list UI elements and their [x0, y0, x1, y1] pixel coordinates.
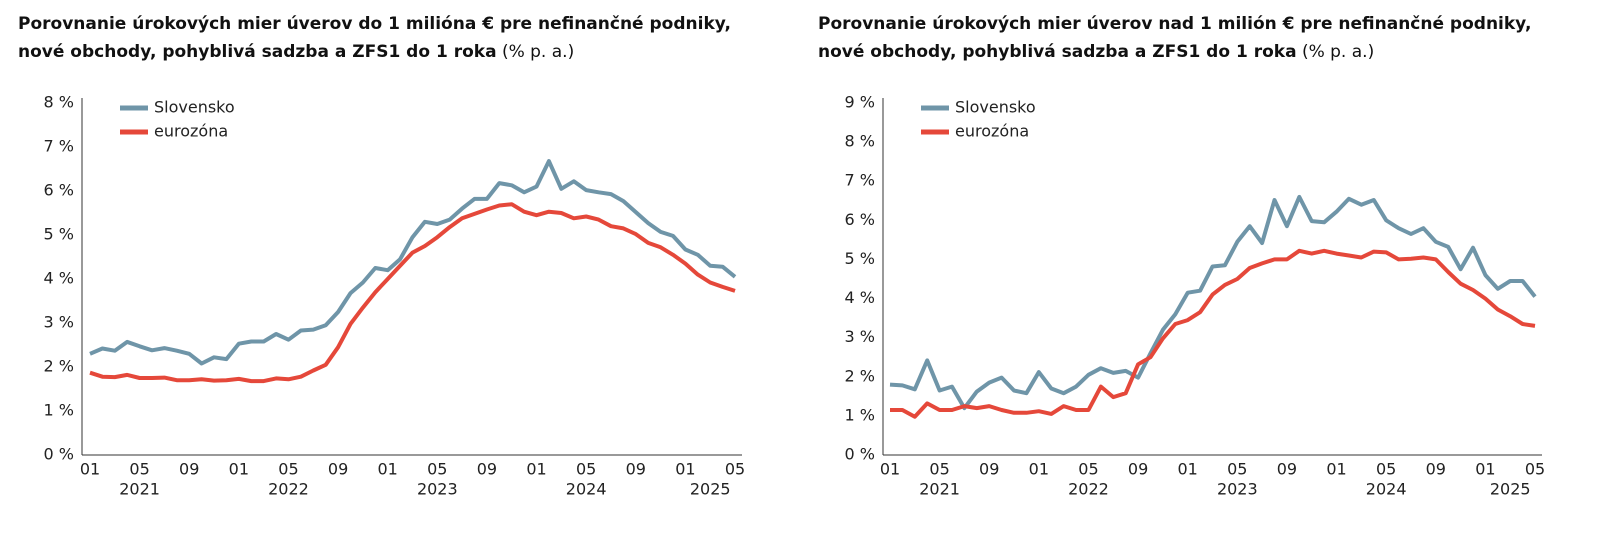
y-tick-label: 3 % [44, 313, 74, 332]
x-tick-label: 01 [229, 460, 249, 479]
y-tick-label: 4 % [845, 288, 875, 307]
x-tick-label: 01 [1029, 460, 1049, 479]
y-tick-label: 2 % [44, 357, 74, 376]
x-tick-label: 09 [1277, 460, 1297, 479]
legend-label: eurozóna [154, 122, 228, 141]
x-tick-label: 05 [1525, 460, 1545, 479]
x-tick-label: 05 [1078, 460, 1098, 479]
x-tick-label: 01 [378, 460, 398, 479]
y-tick-label: 8 % [44, 93, 74, 112]
y-tick-label: 5 % [845, 249, 875, 268]
x-tick-label: 09 [626, 460, 646, 479]
x-tick-label: 09 [1128, 460, 1148, 479]
year-label: 2025 [690, 480, 731, 499]
y-tick-label: 4 % [44, 269, 74, 288]
title-unit: (% p. a.) [1301, 42, 1375, 62]
series-line [89, 159, 737, 366]
legend-label: Slovensko [955, 98, 1036, 117]
x-tick-label: 05 [1376, 460, 1396, 479]
year-label: 2025 [1490, 480, 1531, 499]
title-text: Porovnanie úrokových mier úverov nad 1 m… [818, 14, 1532, 62]
x-tick-label: 09 [1426, 460, 1446, 479]
legend-label: Slovensko [154, 98, 235, 117]
chart-title: Porovnanie úrokových mier úverov nad 1 m… [818, 10, 1578, 66]
x-tick-label: 05 [576, 460, 596, 479]
year-label: 2021 [119, 480, 160, 499]
y-tick-label: 1 % [44, 401, 74, 420]
x-tick-label: 01 [1326, 460, 1346, 479]
year-label: 2023 [417, 480, 458, 499]
y-tick-label: 5 % [44, 225, 74, 244]
y-tick-label: 2 % [845, 366, 875, 385]
x-tick-label: 05 [725, 460, 745, 479]
legend-label: eurozóna [955, 122, 1029, 141]
x-tick-label: 09 [979, 460, 999, 479]
year-label: 2024 [566, 480, 607, 499]
year-label: 2021 [919, 480, 960, 499]
y-tick-label: 3 % [845, 327, 875, 346]
x-tick-label: 01 [1178, 460, 1198, 479]
x-tick-label: 01 [526, 460, 546, 479]
y-tick-label: 8 % [845, 132, 875, 151]
x-tick-label: 01 [880, 460, 900, 479]
x-tick-label: 09 [179, 460, 199, 479]
series-line [890, 248, 1536, 419]
y-tick-label: 6 % [845, 210, 875, 229]
y-tick-label: 0 % [845, 445, 875, 464]
y-tick-label: 9 % [845, 93, 875, 112]
year-label: 2022 [268, 480, 309, 499]
x-tick-label: 01 [1475, 460, 1495, 479]
y-tick-label: 1 % [845, 405, 875, 424]
y-tick-label: 7 % [44, 137, 74, 156]
y-tick-label: 7 % [845, 171, 875, 190]
title-unit: (% p. a.) [501, 42, 575, 62]
x-tick-label: 05 [427, 460, 447, 479]
x-tick-label: 01 [675, 460, 695, 479]
x-tick-label: 05 [1227, 460, 1247, 479]
title-text: Porovnanie úrokových mier úverov do 1 mi… [18, 14, 731, 62]
year-label: 2024 [1366, 480, 1407, 499]
x-tick-label: 01 [80, 460, 100, 479]
y-tick-label: 0 % [44, 445, 74, 464]
x-tick-label: 05 [929, 460, 949, 479]
series-line [89, 202, 736, 384]
x-tick-label: 05 [278, 460, 298, 479]
chart-title: Porovnanie úrokových mier úverov do 1 mi… [18, 10, 778, 66]
year-label: 2022 [1068, 480, 1109, 499]
y-tick-label: 6 % [44, 181, 74, 200]
year-label: 2023 [1217, 480, 1258, 499]
series-line [889, 194, 1537, 411]
x-tick-label: 09 [328, 460, 348, 479]
x-tick-label: 05 [129, 460, 149, 479]
x-tick-label: 09 [477, 460, 497, 479]
